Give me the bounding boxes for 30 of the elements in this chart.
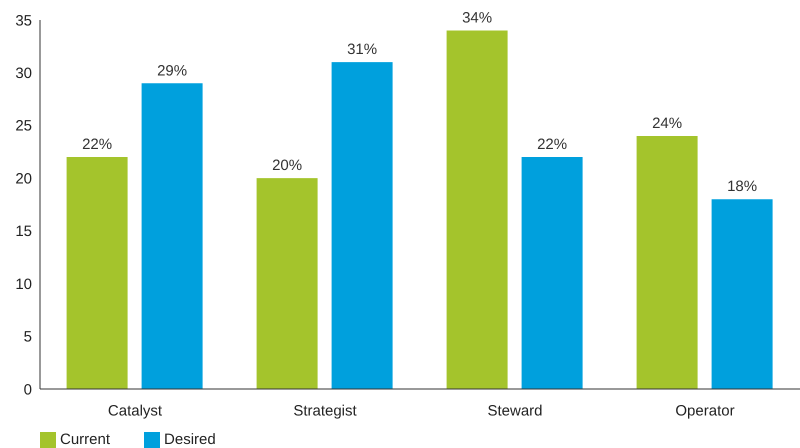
y-tick-label: 35 bbox=[15, 12, 32, 30]
data-label: 20% bbox=[272, 157, 302, 174]
bar bbox=[256, 178, 318, 389]
x-tick-label: Steward bbox=[487, 402, 543, 420]
bar bbox=[446, 30, 508, 389]
bar bbox=[522, 157, 583, 389]
bar bbox=[332, 62, 393, 389]
bar bbox=[66, 157, 128, 389]
x-tick-label: Catalyst bbox=[108, 402, 163, 420]
bar bbox=[142, 83, 203, 389]
bar bbox=[712, 199, 773, 389]
legend-label: Current bbox=[60, 430, 110, 448]
data-label: 34% bbox=[462, 10, 492, 27]
data-label: 22% bbox=[537, 136, 568, 154]
x-tick-label: Strategist bbox=[293, 402, 358, 420]
x-tick-label: Operator bbox=[675, 402, 735, 420]
y-tick-label: 30 bbox=[15, 65, 32, 82]
y-tick-label: 25 bbox=[15, 118, 32, 135]
data-label: 22% bbox=[82, 136, 112, 154]
legend-label: Desired bbox=[164, 430, 216, 448]
bar bbox=[636, 136, 698, 389]
y-tick-label: 0 bbox=[24, 381, 32, 398]
y-tick-label: 5 bbox=[24, 328, 32, 346]
y-tick-label: 10 bbox=[15, 276, 32, 293]
data-label: 29% bbox=[157, 62, 188, 80]
data-label: 24% bbox=[652, 114, 682, 132]
y-tick-label: 15 bbox=[15, 223, 32, 240]
data-label: 31% bbox=[347, 41, 378, 58]
data-label: 18% bbox=[727, 178, 758, 196]
y-tick-label: 20 bbox=[15, 170, 32, 188]
